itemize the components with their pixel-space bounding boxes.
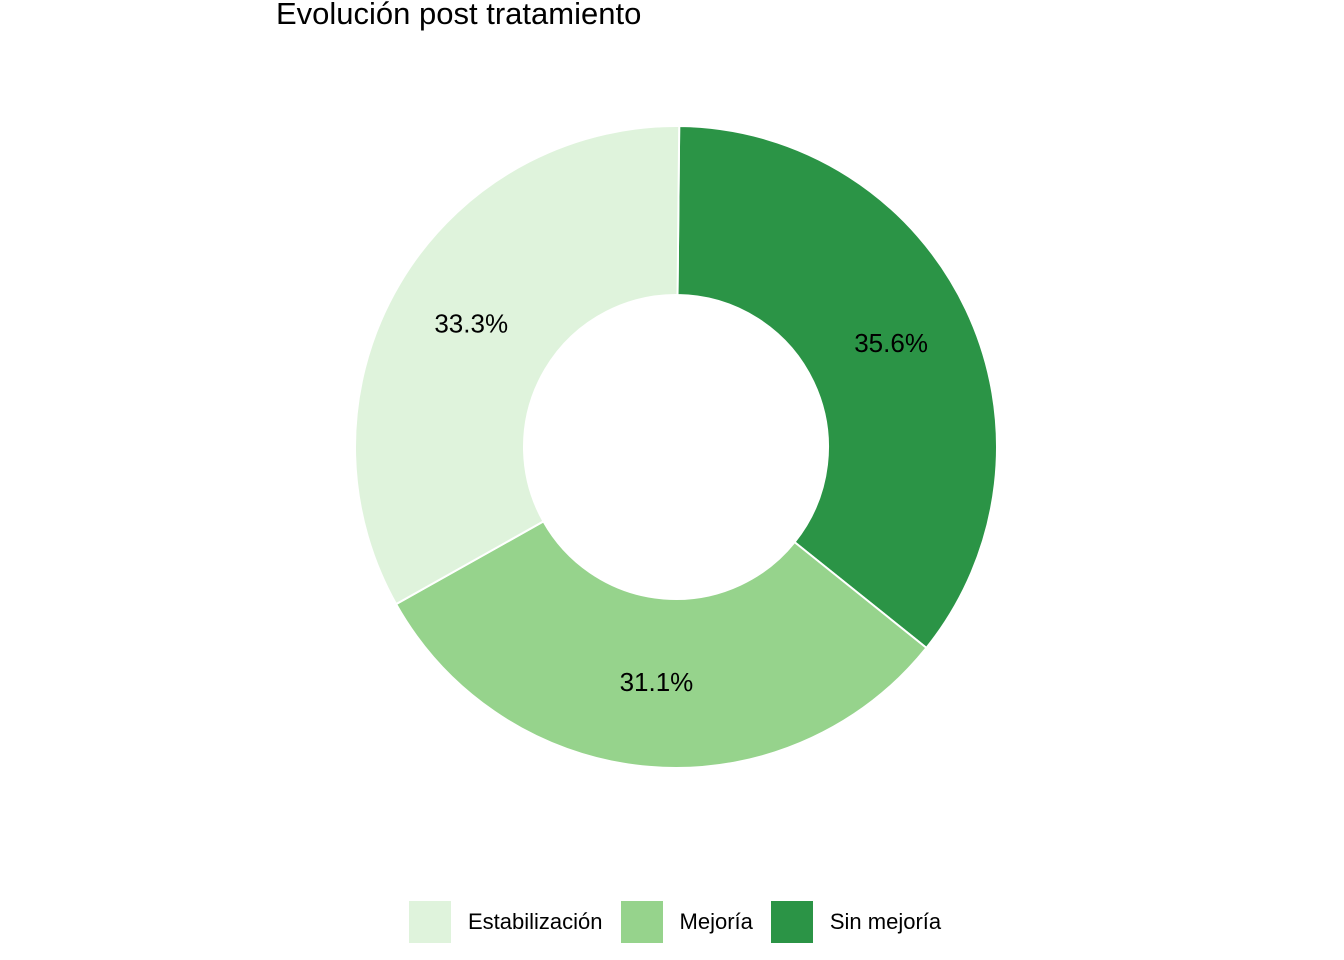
slice-label-mejoria: 31.1% bbox=[620, 667, 694, 697]
chart-title: Evolución post tratamiento bbox=[276, 0, 642, 31]
legend-swatch-mejoria bbox=[620, 901, 663, 943]
donut-chart: 35.6% 31.1% 33.3% bbox=[354, 125, 998, 769]
legend-item-estabilizacion: Estabilización bbox=[409, 901, 603, 943]
legend: Estabilización Mejoría Sin mejoría bbox=[409, 901, 941, 943]
slice-estabilizacion bbox=[354, 125, 681, 606]
donut-labels: 35.6% 31.1% 33.3% bbox=[434, 309, 928, 697]
legend-item-sin-mejoria: Sin mejoría bbox=[770, 901, 942, 943]
slice-sin-mejoria bbox=[676, 125, 998, 650]
donut-slices bbox=[354, 125, 998, 769]
legend-swatch-sin-mejoria bbox=[770, 901, 813, 943]
slice-label-estabilizacion: 33.3% bbox=[434, 309, 508, 339]
legend-swatch-estabilizacion bbox=[409, 901, 451, 943]
slice-label-sin-mejoria: 35.6% bbox=[854, 328, 928, 358]
slice-mejoria bbox=[394, 520, 928, 769]
legend-label-estabilizacion: Estabilización bbox=[468, 909, 603, 934]
legend-item-mejoria: Mejoría bbox=[620, 901, 753, 943]
legend-label-mejoria: Mejoría bbox=[679, 909, 753, 934]
legend-label-sin-mejoria: Sin mejoría bbox=[829, 909, 942, 934]
